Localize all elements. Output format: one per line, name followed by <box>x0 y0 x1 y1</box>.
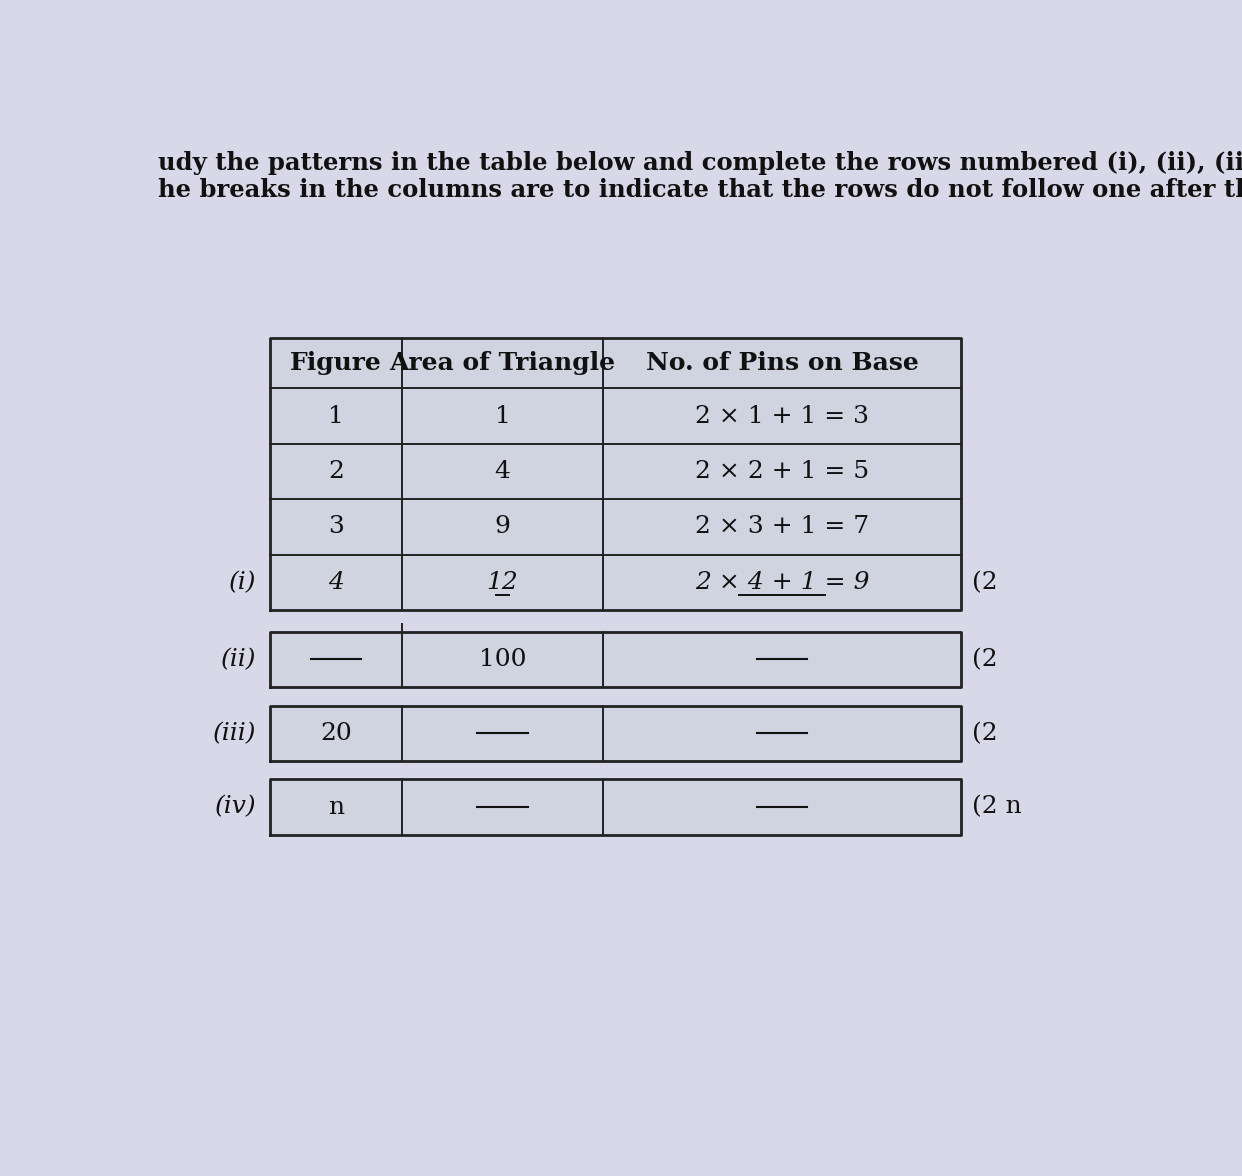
Text: 100: 100 <box>478 648 527 670</box>
Text: 3: 3 <box>328 515 344 539</box>
Text: 4: 4 <box>328 570 344 594</box>
Text: he breaks in the columns are to indicate that the rows do not follow one after t: he breaks in the columns are to indicate… <box>158 178 1242 202</box>
Text: (2: (2 <box>972 722 997 744</box>
Bar <box>270 339 961 610</box>
Text: (2 n: (2 n <box>972 796 1022 818</box>
Text: Area of Triangle: Area of Triangle <box>390 352 616 375</box>
Text: (2: (2 <box>972 648 997 670</box>
Text: 2 × 2 + 1 = 5: 2 × 2 + 1 = 5 <box>696 460 869 483</box>
Text: (iv): (iv) <box>215 796 256 818</box>
Bar <box>270 780 961 835</box>
Text: 1: 1 <box>328 405 344 428</box>
Text: 1: 1 <box>494 405 510 428</box>
Text: 20: 20 <box>320 722 351 744</box>
Text: 2 × 4 + 1 = 9: 2 × 4 + 1 = 9 <box>696 570 869 594</box>
Text: n: n <box>328 796 344 818</box>
Text: (ii): (ii) <box>221 648 256 670</box>
Text: (2: (2 <box>972 570 997 594</box>
Text: 2 × 1 + 1 = 3: 2 × 1 + 1 = 3 <box>696 405 869 428</box>
Text: Figure: Figure <box>289 352 381 375</box>
Text: 2 × 3 + 1 = 7: 2 × 3 + 1 = 7 <box>696 515 869 539</box>
Text: (i): (i) <box>229 570 256 594</box>
Text: No. of Pins on Base: No. of Pins on Base <box>646 352 919 375</box>
Text: udy the patterns in the table below and complete the rows numbered (i), (ii), (i: udy the patterns in the table below and … <box>158 152 1242 175</box>
Text: 4: 4 <box>494 460 510 483</box>
Bar <box>270 632 961 687</box>
Text: (iii): (iii) <box>212 722 256 744</box>
Text: 2: 2 <box>328 460 344 483</box>
Text: 9: 9 <box>494 515 510 539</box>
Bar <box>270 706 961 761</box>
Text: 12: 12 <box>487 570 518 594</box>
